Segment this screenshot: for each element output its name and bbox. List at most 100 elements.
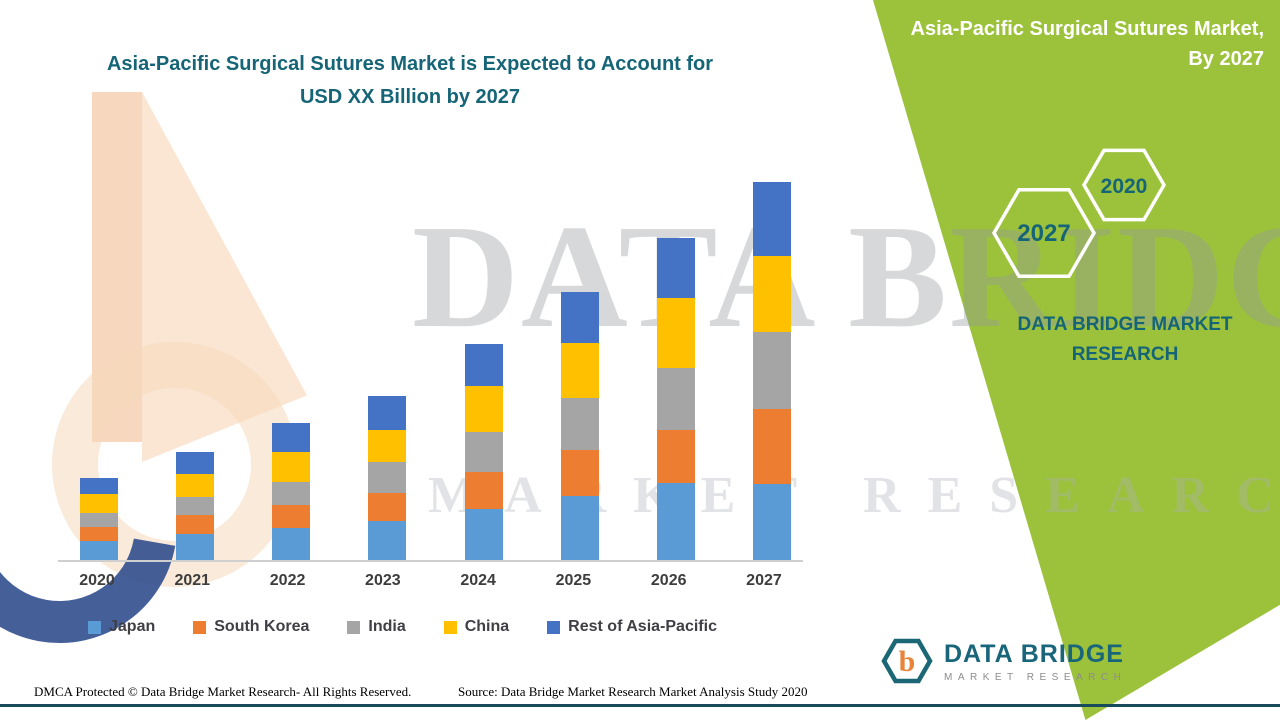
bar-segment-india: [752, 331, 791, 409]
svg-text:b: b: [899, 645, 916, 678]
legend-swatch-india: [347, 620, 361, 634]
ribbon-brand-line2: RESEARCH: [1071, 344, 1179, 366]
bar-segment-china: [80, 493, 118, 513]
bar-segment-rest-of-asia-pacific: [368, 395, 407, 430]
x-tick-2021: 2021: [174, 572, 211, 589]
hexagon-2020-label: 2020: [1101, 175, 1148, 198]
bar-segment-china: [368, 429, 407, 462]
bar-segment-south-korea: [80, 526, 118, 541]
legend-item-japan: Japan: [88, 618, 155, 636]
legend-label-india: India: [368, 618, 406, 635]
bar-segment-south-korea: [656, 429, 695, 483]
ribbon-title-line1: Asia-Pacific Surgical Sutures Market,: [910, 18, 1264, 40]
page-title-line1: Asia-Pacific Surgical Sutures Market is …: [106, 53, 714, 75]
bar-segment-india: [560, 398, 599, 450]
ribbon-brand-line1: DATA BRIDGE MARKET: [1017, 314, 1233, 335]
stacked-bar-2020: [80, 477, 118, 560]
databridge-logo: b DATA BRIDGE MARKET RESEARCH: [880, 632, 1126, 690]
page-title-line2: USD XX Billion by 2027: [299, 86, 521, 108]
bar-segment-rest-of-asia-pacific: [464, 344, 503, 387]
legend-item-south-korea: South Korea: [193, 618, 309, 636]
bar-segment-china: [272, 452, 311, 482]
bar-segment-china: [176, 473, 215, 497]
plot-area: [58, 175, 803, 560]
bar-segment-china: [464, 386, 503, 432]
dmca-notice: DMCA Protected © Data Bridge Market Rese…: [34, 684, 412, 699]
chart-legend: Japan South Korea India China Rest of Asia-P…: [88, 618, 717, 636]
bar-segment-japan: [656, 482, 695, 560]
bar-segment-india: [272, 481, 311, 505]
bar-segment-rest-of-asia-pacific: [176, 451, 215, 474]
legend-swatch-rest-of-asia-pacific: [547, 620, 561, 634]
databridge-logo-title: DATA BRIDGE: [944, 639, 1124, 668]
stacked-bar-2025: [560, 291, 599, 560]
hexagon-2020-outline: [1081, 148, 1167, 222]
x-tick-2025: 2025: [555, 572, 592, 589]
bar-segment-japan: [560, 496, 599, 560]
x-tick-2026: 2026: [650, 572, 687, 589]
legend-label-japan: Japan: [109, 618, 156, 635]
stacked-bar-2023: [368, 395, 407, 560]
bar-segment-south-korea: [752, 408, 791, 484]
bar-segment-rest-of-asia-pacific: [656, 237, 695, 298]
ribbon-title: Asia-Pacific Surgical Sutures Market, By…: [874, 14, 1264, 74]
bar-segment-china: [560, 342, 599, 398]
bar-segment-japan: [464, 508, 503, 560]
x-tick-2022: 2022: [269, 572, 306, 589]
footer-divider: [0, 704, 1280, 707]
ribbon-brand-text: DATA BRIDGE MARKET RESEARCH: [1000, 310, 1250, 371]
legend-label-south-korea: South Korea: [214, 618, 310, 635]
bar-segment-rest-of-asia-pacific: [80, 477, 118, 494]
hexagon-2027-label: 2027: [1017, 220, 1070, 247]
stacked-bar-2024: [464, 344, 503, 560]
x-axis-line: [58, 560, 803, 562]
databridge-logo-text: DATA BRIDGE MARKET RESEARCH: [944, 640, 1126, 683]
watermark-databridge-text: DATA BRIDGE: [412, 195, 1280, 359]
bar-segment-india: [80, 512, 118, 527]
bar-segment-china: [752, 256, 791, 332]
bar-segment-india: [656, 367, 695, 430]
bar-segment-india: [368, 461, 407, 493]
stacked-bar-2026: [656, 237, 695, 560]
bar-segment-south-korea: [272, 504, 311, 528]
hexagon-badges: 2027 2020: [991, 148, 1167, 279]
stacked-bar-2022: [272, 423, 311, 560]
stacked-bar-2027: [752, 182, 791, 560]
page-title: Asia-Pacific Surgical Sutures Market is …: [60, 48, 760, 114]
legend-swatch-china: [443, 620, 457, 634]
bar-segment-india: [176, 496, 215, 515]
legend-item-rest-of-asia-pacific: Rest of Asia-Pacific: [547, 618, 717, 636]
bar-segment-japan: [752, 484, 791, 560]
source-note: Source: Data Bridge Market Research Mark…: [458, 684, 808, 699]
bar-segment-india: [464, 431, 503, 472]
legend-label-rest-of-asia-pacific: Rest of Asia-Pacific: [568, 618, 717, 635]
bar-segment-japan: [368, 520, 407, 560]
bar-segment-japan: [272, 528, 311, 560]
bar-segment-rest-of-asia-pacific: [560, 291, 599, 343]
x-tick-2020: 2020: [79, 572, 115, 589]
legend-swatch-south-korea: [193, 620, 207, 634]
x-tick-2023: 2023: [365, 572, 401, 589]
stacked-bar-2021: [176, 451, 215, 560]
bar-segment-china: [656, 297, 695, 368]
legend-swatch-japan: [88, 620, 101, 634]
x-tick-2027: 2027: [746, 572, 782, 589]
databridge-hexagon-icon: b: [881, 638, 933, 684]
ribbon-title-line2: By 2027: [1188, 48, 1264, 70]
legend-item-china: China: [443, 618, 510, 636]
bar-segment-rest-of-asia-pacific: [752, 182, 791, 257]
bar-segment-rest-of-asia-pacific: [272, 423, 311, 453]
bar-segment-south-korea: [560, 450, 599, 496]
x-axis-labels: 2020 2021 2022 2023 2024 2025 2026 2027: [58, 572, 803, 590]
bar-segment-south-korea: [368, 492, 407, 521]
x-tick-2024: 2024: [460, 572, 496, 589]
bar-segment-japan: [80, 540, 118, 560]
hexagon-2027-outline: [991, 187, 1097, 279]
bar-segment-south-korea: [464, 471, 503, 509]
bar-segment-south-korea: [176, 514, 215, 534]
legend-item-india: India: [347, 618, 406, 636]
legend-label-china: China: [464, 618, 510, 635]
bar-segment-japan: [176, 534, 215, 560]
databridge-logo-subtitle: MARKET RESEARCH: [944, 671, 1127, 683]
